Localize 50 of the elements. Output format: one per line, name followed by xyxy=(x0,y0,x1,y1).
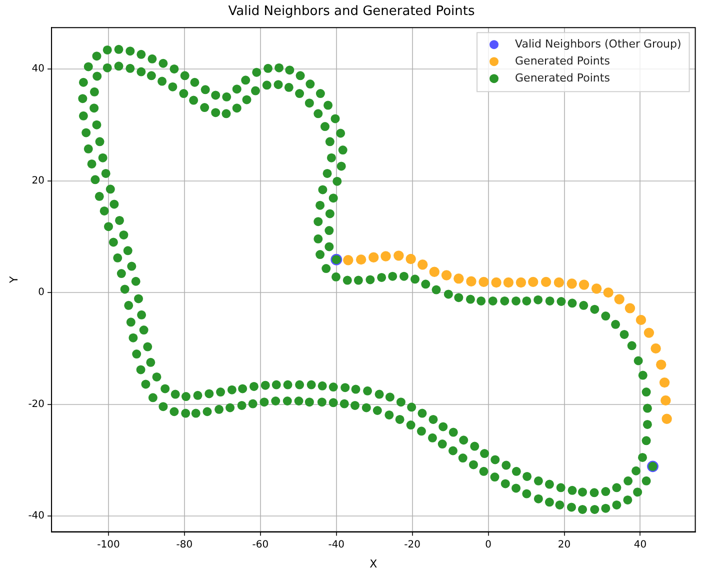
point xyxy=(394,250,404,261)
point xyxy=(368,252,379,262)
x-tick-label: -60 xyxy=(252,539,269,550)
point xyxy=(454,273,464,284)
point xyxy=(650,343,661,354)
point xyxy=(603,287,614,298)
x-tick-label: 20 xyxy=(558,539,571,550)
point xyxy=(491,277,502,288)
y-tick-label: -20 xyxy=(28,398,45,410)
point xyxy=(624,303,636,314)
point xyxy=(636,314,646,326)
point xyxy=(644,328,654,338)
x-tick-label: -100 xyxy=(97,539,120,550)
x-tick-label: 40 xyxy=(634,539,647,550)
y-tick-label: -40 xyxy=(28,510,45,522)
y-axis-title: Y xyxy=(7,276,20,284)
x-tick-label: -80 xyxy=(176,539,193,550)
x-axis-title: X xyxy=(370,557,378,570)
point xyxy=(656,360,666,370)
legend-label: Generated Points xyxy=(515,54,610,68)
point xyxy=(554,277,564,288)
point xyxy=(659,377,670,388)
point xyxy=(528,276,538,288)
point xyxy=(503,277,514,288)
x-tick-label: -40 xyxy=(328,539,345,550)
point xyxy=(660,395,671,406)
y-tick-label: 40 xyxy=(32,64,45,75)
point xyxy=(356,254,366,265)
point xyxy=(516,277,526,288)
point xyxy=(566,278,577,289)
point xyxy=(441,270,452,280)
point xyxy=(540,276,552,288)
point xyxy=(466,276,476,286)
point xyxy=(429,266,440,277)
point xyxy=(406,254,416,264)
x-tick-label: 0 xyxy=(485,539,492,550)
point xyxy=(662,414,672,424)
point xyxy=(578,280,590,290)
point xyxy=(478,276,489,288)
y-tick-label: 0 xyxy=(38,287,45,298)
legend-label: Generated Points xyxy=(515,71,610,84)
point xyxy=(591,284,602,294)
point xyxy=(614,294,624,304)
y-tick-label: 20 xyxy=(32,175,45,186)
point xyxy=(380,251,391,262)
point xyxy=(343,255,354,266)
point xyxy=(418,260,428,270)
x-tick-label: -20 xyxy=(404,539,421,550)
legend-label: Valid Neighbors (Other Group) xyxy=(515,37,682,50)
chart-title: Valid Neighbors and Generated Points xyxy=(228,4,475,20)
